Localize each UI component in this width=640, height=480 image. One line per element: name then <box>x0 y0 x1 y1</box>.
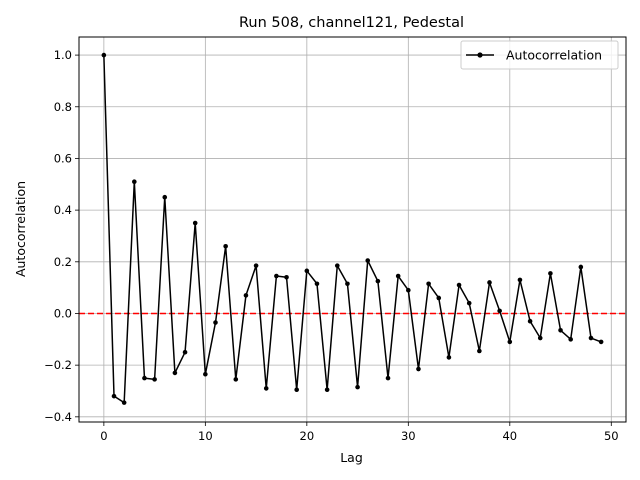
data-point <box>568 337 573 342</box>
data-point <box>487 280 492 285</box>
data-point <box>294 387 299 393</box>
data-point <box>578 264 584 270</box>
data-point <box>416 366 421 372</box>
x-axis-label: Lag <box>340 450 363 465</box>
data-point <box>558 327 563 333</box>
data-point <box>355 384 360 390</box>
data-point <box>314 281 320 287</box>
data-point <box>375 278 381 284</box>
chart-title: Run 508, channel121, Pedestal <box>239 15 464 31</box>
data-point <box>385 375 391 381</box>
data-point <box>192 220 198 226</box>
x-tick-label: 0 <box>100 429 107 443</box>
x-axis-ticks: 0 10 20 30 40 50 <box>100 422 619 443</box>
legend-box <box>460 40 619 70</box>
data-point <box>406 287 411 293</box>
data-point <box>162 194 168 200</box>
y-tick-label: −0.4 <box>44 410 72 424</box>
data-point <box>203 371 208 377</box>
legend: Autocorrelation <box>460 40 619 70</box>
data-point <box>395 273 401 279</box>
x-tick-label: 40 <box>502 429 517 443</box>
data-point <box>588 335 594 341</box>
data-point <box>426 281 431 287</box>
data-point <box>517 277 523 283</box>
data-point <box>172 370 178 376</box>
data-point <box>101 52 107 58</box>
x-tick-label: 10 <box>198 429 213 443</box>
data-point <box>598 339 604 345</box>
data-point <box>345 281 350 287</box>
y-tick-label: 0.2 <box>54 255 72 269</box>
data-point <box>477 348 482 354</box>
y-tick-label: 1.0 <box>54 48 72 62</box>
y-tick-label: 0.6 <box>54 151 72 165</box>
y-tick-label: −0.2 <box>44 358 72 372</box>
data-point <box>497 308 502 314</box>
data-point <box>223 243 228 249</box>
data-point <box>537 335 543 341</box>
legend-marker-swatch <box>477 52 483 58</box>
x-tick-label: 30 <box>401 429 416 443</box>
grid <box>79 37 626 422</box>
y-tick-label: 0.4 <box>54 203 72 217</box>
data-point <box>243 293 249 298</box>
data-point <box>142 375 147 381</box>
y-axis-label: Autocorrelation <box>13 181 28 277</box>
x-tick-label: 50 <box>604 429 619 443</box>
y-tick-label: 0.0 <box>54 306 72 320</box>
data-point <box>182 349 188 355</box>
data-point <box>466 300 472 306</box>
data-point <box>274 273 279 279</box>
data-point <box>253 263 259 268</box>
data-point <box>548 271 553 276</box>
data-point <box>334 263 340 268</box>
data-point <box>233 377 239 382</box>
data-point <box>111 393 117 399</box>
data-point <box>152 377 157 382</box>
data-point <box>436 295 442 301</box>
data-point <box>213 320 218 325</box>
series-line <box>103 55 602 404</box>
series-layer <box>101 52 604 405</box>
data-point <box>365 258 371 263</box>
data-point <box>284 275 289 280</box>
data-point <box>456 282 462 288</box>
data-point <box>527 318 533 324</box>
data-point <box>446 355 452 360</box>
plot-frame <box>78 36 627 423</box>
y-axis-ticks: −0.4 −0.2 0.0 0.2 0.4 0.6 0.8 1.0 <box>44 48 79 424</box>
data-point <box>507 339 513 345</box>
data-point <box>324 387 330 393</box>
data-point <box>121 400 127 405</box>
data-point <box>304 268 310 274</box>
data-point <box>132 179 137 184</box>
legend-label: Autocorrelation <box>506 48 602 63</box>
x-tick-label: 20 <box>300 429 315 443</box>
y-tick-label: 0.8 <box>54 100 72 114</box>
data-point <box>263 386 269 391</box>
